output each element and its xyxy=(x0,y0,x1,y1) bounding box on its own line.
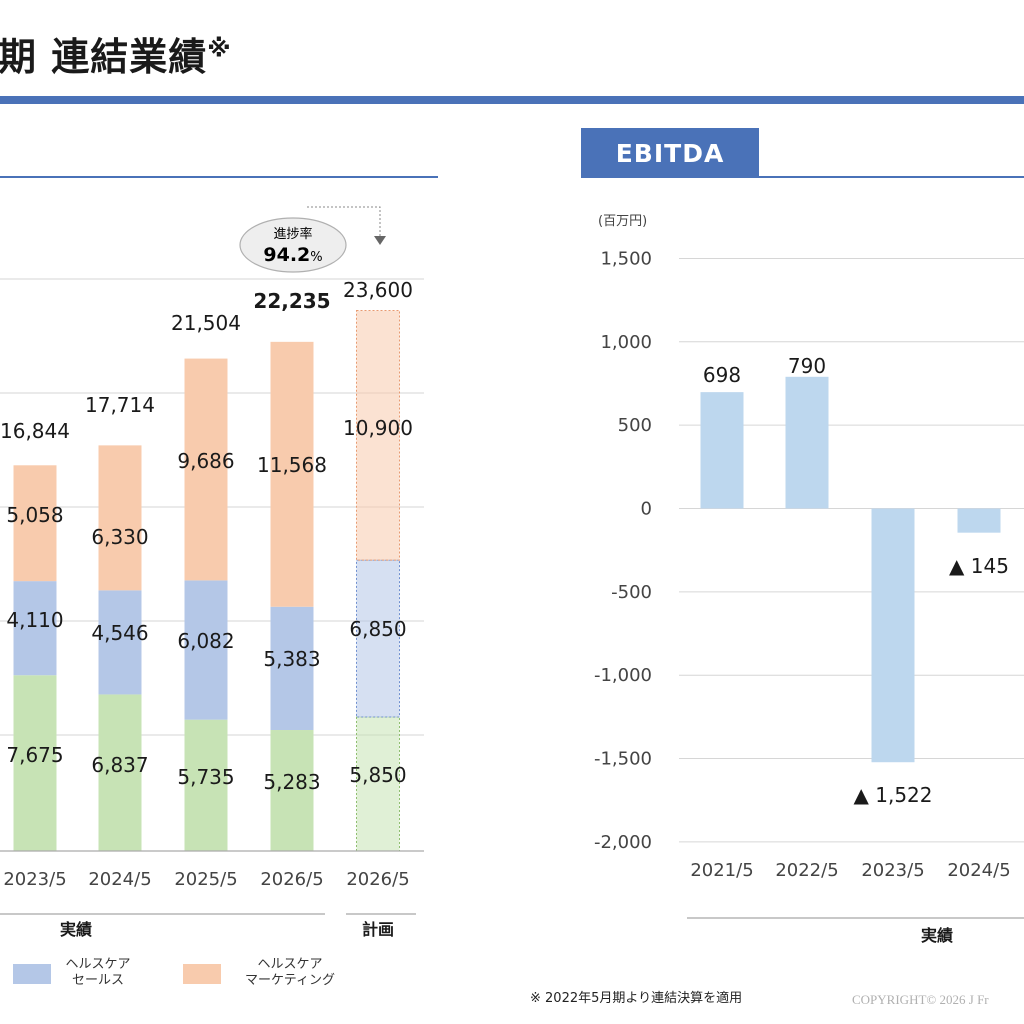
page-title: 期 連結業績※ xyxy=(0,34,232,79)
total-value-label: 16,844 xyxy=(0,419,70,443)
bar-segment xyxy=(184,358,228,581)
ebitda-value-label: ▲ 145 xyxy=(949,554,1009,578)
x-tick-label: 2021/5 xyxy=(690,860,753,881)
bar-segment xyxy=(270,341,314,607)
segment-value-label: 10,900 xyxy=(343,416,413,440)
title-note-mark: ※ xyxy=(207,34,232,63)
legend-swatch xyxy=(183,964,221,984)
y-tick-label: 1,000 xyxy=(600,332,652,353)
x-tick-label: 2023/5 xyxy=(3,869,66,890)
segment-value-label: 6,330 xyxy=(91,525,148,549)
ebitda-bar xyxy=(785,376,829,509)
group-label-actual: 実績 xyxy=(60,920,92,939)
segment-value-label: 5,283 xyxy=(263,770,320,794)
segment-value-label: 4,110 xyxy=(6,608,63,632)
progress-label: 進捗率 xyxy=(273,226,312,242)
ebitda-value-label: ▲ 1,522 xyxy=(854,783,933,807)
progress-arrow-icon xyxy=(374,236,386,245)
segment-value-label: 5,383 xyxy=(263,647,320,671)
segment-value-label: 5,850 xyxy=(349,763,406,787)
segment-value-label: 4,546 xyxy=(91,621,148,645)
y-tick-label: -1,500 xyxy=(594,749,652,770)
ebitda-value-label: 790 xyxy=(788,354,826,378)
progress-connector xyxy=(307,206,381,236)
x-tick-label: 2026/5 xyxy=(346,869,409,890)
group-label-plan: 計画 xyxy=(362,920,394,939)
ebitda-section-header: EBITDA xyxy=(581,128,759,178)
bar-segment xyxy=(184,580,228,720)
segment-value-label: 11,568 xyxy=(257,453,327,477)
total-value-label: 23,600 xyxy=(343,278,413,302)
section-rule-left xyxy=(0,176,438,178)
segment-value-label: 6,850 xyxy=(349,617,406,641)
x-tick-label: 2025/5 xyxy=(174,869,237,890)
progress-bubble xyxy=(239,217,347,273)
bar-segment xyxy=(270,606,314,731)
bar-segment xyxy=(98,694,142,851)
y-tick-label: -1,000 xyxy=(594,665,652,686)
segment-value-label: 9,686 xyxy=(177,449,234,473)
ebitda-bar xyxy=(957,508,1001,533)
bar-segment xyxy=(98,590,142,695)
x-tick-label: 2023/5 xyxy=(861,860,924,881)
legend-label: マーケティング xyxy=(245,973,335,988)
plan-bar-segment xyxy=(356,559,400,718)
x-tick-label: 2022/5 xyxy=(775,860,838,881)
unit-label: (百万円) xyxy=(598,214,647,229)
title-rule xyxy=(0,96,1024,104)
segment-value-label: 5,735 xyxy=(177,765,234,789)
y-tick-label: -500 xyxy=(611,582,652,603)
y-tick-label: -2,000 xyxy=(594,832,652,853)
progress-value: 94.2% xyxy=(263,244,322,266)
x-tick-label: 2024/5 xyxy=(88,869,151,890)
legend-label: ヘルスケア xyxy=(65,957,130,972)
x-tick-label: 2024/5 xyxy=(947,860,1010,881)
segment-value-label: 5,058 xyxy=(6,503,63,527)
x-tick-label: 2026/5 xyxy=(260,869,323,890)
revenue-stacked-bar-chart: 7,675 4,110 5,058 16,844 2023/5 6,837 4,546 6,3… xyxy=(0,206,424,988)
plan-bar-segment xyxy=(356,310,400,561)
total-value-label: 17,714 xyxy=(85,393,155,417)
bar-segment xyxy=(270,730,314,851)
ebitda-value-label: 698 xyxy=(703,363,741,387)
bar-segment xyxy=(13,675,57,851)
ebitda-bar xyxy=(700,392,744,509)
bar-segment xyxy=(13,581,57,676)
segment-value-label: 6,837 xyxy=(91,753,148,777)
footnote: ※ 2022年5月期より連結決算を適用 xyxy=(530,991,743,1006)
bar-segment xyxy=(98,445,142,591)
segment-value-label: 7,675 xyxy=(6,743,63,767)
segment-value-label: 6,082 xyxy=(177,629,234,653)
y-tick-label: 1,500 xyxy=(600,248,652,269)
section-rule-right xyxy=(581,176,1024,178)
legend-label: セールス xyxy=(72,973,124,988)
group-label-actual: 実績 xyxy=(921,926,953,945)
legend-swatch xyxy=(13,964,51,984)
ebitda-bar xyxy=(871,508,915,763)
bar-segment xyxy=(184,719,228,851)
y-tick-label: 500 xyxy=(618,415,652,436)
y-tick-label: 0 xyxy=(641,499,652,520)
bar-segment xyxy=(13,465,57,582)
copyright: COPYRIGHT© 2026 J Fr xyxy=(852,992,989,1007)
total-value-label: 22,235 xyxy=(253,289,330,313)
total-value-label: 21,504 xyxy=(171,311,241,335)
legend-label: ヘルスケア xyxy=(257,957,322,972)
